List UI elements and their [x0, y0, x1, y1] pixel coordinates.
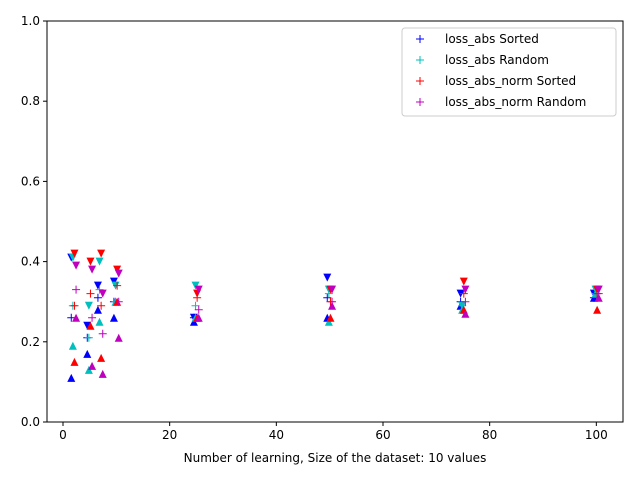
max-marker: [191, 281, 200, 290]
mean-marker: [70, 301, 79, 310]
min-marker: [93, 305, 102, 314]
mean-marker: [458, 301, 467, 310]
min-marker: [594, 293, 603, 302]
y-tick-label: 0.6: [21, 174, 40, 188]
min-marker: [88, 361, 97, 370]
plot-frame: [46, 20, 624, 423]
mean-marker: [328, 297, 337, 306]
max-marker: [194, 285, 203, 294]
max-marker: [323, 273, 332, 282]
x-axis-ticks: 0 20 40 60 80 100: [59, 422, 608, 442]
mean-marker: [67, 313, 76, 322]
min-marker: [86, 321, 95, 330]
max-marker: [109, 277, 118, 286]
legend-marker: [416, 35, 424, 43]
data-marks: [67, 249, 603, 382]
max-marker: [83, 321, 92, 330]
max-marker: [459, 277, 468, 286]
max-marker: [594, 285, 603, 294]
x-axis-label: Number of learning, Size of the dataset:…: [184, 451, 487, 465]
max-marker: [72, 261, 81, 270]
max-marker: [97, 249, 106, 258]
max-marker: [113, 265, 122, 274]
min-marker: [109, 313, 118, 322]
min-marker: [189, 317, 198, 326]
legend-label: loss_abs Sorted: [445, 32, 539, 46]
max-marker: [114, 269, 123, 278]
legend-marker: [416, 56, 424, 64]
mean-marker: [97, 301, 106, 310]
max-marker: [70, 249, 79, 258]
min-marker: [95, 317, 104, 326]
x-tick-label: 40: [269, 428, 284, 442]
max-marker: [461, 285, 470, 294]
mean-marker: [459, 289, 468, 298]
mean-marker: [93, 293, 102, 302]
y-tick-label: 0.8: [21, 94, 40, 108]
mean-marker: [191, 301, 200, 310]
min-marker: [98, 369, 107, 378]
y-tick-label: 1.0: [21, 14, 40, 28]
y-axis-ticks: 0.0 0.2 0.4 0.6 0.8 1.0: [21, 14, 47, 429]
mean-marker: [324, 289, 333, 298]
min-marker: [461, 309, 470, 318]
legend-marker: [416, 98, 424, 106]
mean-marker: [193, 293, 202, 302]
mean-marker: [594, 289, 603, 298]
legend-marker: [416, 77, 424, 85]
min-marker: [70, 357, 79, 366]
max-marker: [86, 257, 95, 266]
mean-marker: [461, 297, 470, 306]
x-tick-label: 80: [482, 428, 497, 442]
y-tick-label: 0.0: [21, 415, 40, 429]
mean-marker: [72, 285, 81, 294]
max-marker: [93, 281, 102, 290]
min-marker: [84, 365, 93, 374]
min-marker: [72, 313, 81, 322]
legend: loss_abs Sorted loss_abs Random loss_abs_n…: [401, 27, 617, 117]
mean-marker: [113, 281, 122, 290]
max-marker: [98, 289, 107, 298]
max-marker: [84, 301, 93, 310]
mean-marker: [95, 285, 104, 294]
min-marker: [114, 333, 123, 342]
min-marker: [83, 349, 92, 358]
min-marker: [194, 313, 203, 322]
y-tick-label: 0.2: [21, 335, 40, 349]
min-marker: [328, 301, 337, 310]
legend-label: loss_abs Random: [445, 53, 549, 67]
mean-marker: [323, 293, 332, 302]
max-marker: [328, 285, 337, 294]
max-marker: [95, 257, 104, 266]
y-tick-label: 0.4: [21, 255, 40, 269]
legend-label: loss_abs_norm Random: [445, 95, 586, 109]
min-marker: [324, 317, 333, 326]
legend-box: [401, 27, 617, 117]
min-marker: [67, 373, 76, 382]
max-marker: [88, 265, 97, 274]
legend-label: loss_abs_norm Sorted: [445, 74, 576, 88]
mean-marker: [114, 297, 123, 306]
min-marker: [593, 305, 602, 314]
min-marker: [326, 313, 335, 322]
min-marker: [97, 353, 106, 362]
mean-marker: [98, 329, 107, 338]
series-3-marks: [72, 261, 603, 378]
x-tick-label: 60: [375, 428, 390, 442]
mean-marker: [84, 333, 93, 342]
mean-marker: [194, 305, 203, 314]
x-tick-label: 100: [585, 428, 608, 442]
min-marker: [68, 341, 77, 350]
mean-marker: [88, 313, 97, 322]
mean-marker: [86, 289, 95, 298]
x-tick-label: 20: [162, 428, 177, 442]
x-tick-label: 0: [59, 428, 67, 442]
